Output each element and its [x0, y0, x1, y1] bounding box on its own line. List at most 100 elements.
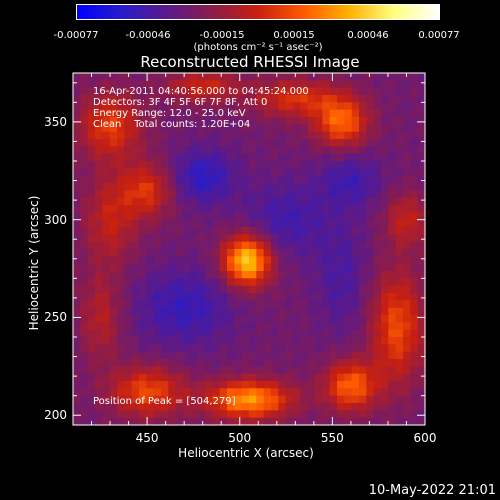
heatmap-cell	[344, 139, 353, 147]
heatmap-cell	[278, 329, 287, 338]
heatmap-cell	[219, 197, 228, 206]
heatmap-cell	[410, 381, 419, 389]
heatmap-cell	[300, 271, 309, 279]
heatmap-cell	[95, 175, 103, 184]
heatmap-cell	[131, 403, 140, 411]
heatmap-cell	[344, 183, 353, 191]
heatmap-cell	[234, 263, 243, 272]
heatmap-cell	[381, 293, 389, 301]
heatmap-cell	[293, 366, 301, 375]
heatmap-cell	[256, 271, 265, 279]
heatmap-cell	[366, 109, 375, 118]
heatmap-cell	[205, 131, 213, 140]
heatmap-cell	[168, 205, 177, 213]
heatmap-cell	[410, 102, 419, 111]
heatmap-cell	[373, 315, 382, 323]
heatmap-cell	[175, 73, 184, 81]
heatmap-cell	[80, 293, 89, 301]
heatmap-cell	[329, 410, 338, 419]
plot-frame	[72, 72, 426, 426]
heatmap-cell	[234, 205, 243, 213]
heatmap-cell	[219, 241, 228, 250]
heatmap-cell	[175, 87, 184, 96]
heatmap-cell	[300, 278, 309, 287]
heatmap-cell	[337, 366, 345, 375]
heatmap-cell	[249, 337, 257, 345]
heatmap-cell	[153, 417, 162, 426]
heatmap-cell	[205, 109, 213, 118]
heatmap-cell	[227, 322, 235, 331]
heatmap-cell	[73, 395, 81, 404]
heatmap-cell	[249, 373, 257, 382]
heatmap-cell	[256, 395, 265, 404]
heatmap-cell	[109, 241, 118, 250]
heatmap-cell	[351, 146, 360, 155]
heatmap-cell	[395, 95, 404, 103]
heatmap-cell	[146, 183, 155, 191]
heatmap-cell	[410, 197, 419, 206]
heatmap-cell	[307, 234, 316, 243]
heatmap-cell	[234, 146, 243, 155]
heatmap-cell	[73, 307, 81, 316]
heatmap-cell	[373, 73, 382, 81]
heatmap-cell	[190, 117, 199, 125]
heatmap-cell	[417, 403, 426, 411]
heatmap-cell	[205, 124, 213, 133]
heatmap-cell	[300, 395, 309, 404]
heatmap-cell	[359, 417, 367, 426]
heatmap-cell	[403, 146, 411, 155]
heatmap-cell	[410, 234, 419, 243]
heatmap-cell	[212, 168, 221, 177]
heatmap-cell	[153, 197, 162, 206]
heatmap-cell	[278, 102, 287, 111]
heatmap-cell	[109, 124, 118, 133]
heatmap-cell	[80, 109, 89, 118]
heatmap-cell	[241, 359, 250, 367]
heatmap-cell	[271, 381, 279, 389]
heatmap-cell	[285, 241, 294, 250]
heatmap-cell	[337, 227, 345, 235]
x-axis-label: Heliocentric X (arcsec)	[178, 446, 314, 460]
heatmap-cell	[175, 146, 184, 155]
heatmap-cell	[146, 146, 155, 155]
heatmap-cell	[197, 161, 206, 169]
heatmap-cell	[87, 263, 96, 272]
heatmap-cell	[227, 263, 235, 272]
heatmap-cell	[359, 102, 367, 111]
heatmap-cell	[263, 197, 272, 206]
heatmap-cell	[293, 227, 301, 235]
heatmap-cell	[293, 403, 301, 411]
heatmap-cell	[293, 300, 301, 309]
heatmap-cell	[95, 73, 103, 81]
heatmap-cell	[395, 219, 404, 228]
heatmap-cell	[241, 381, 250, 389]
heatmap-cell	[256, 109, 265, 118]
heatmap-cell	[219, 395, 228, 404]
heatmap-cell	[366, 322, 375, 331]
heatmap-cell	[344, 109, 353, 118]
heatmap-cell	[109, 322, 118, 331]
heatmap-cell	[293, 241, 301, 250]
heatmap-cell	[249, 190, 257, 199]
heatmap-cell	[381, 366, 389, 375]
heatmap-cell	[388, 109, 397, 118]
heatmap-cell	[95, 131, 103, 140]
heatmap-cell	[359, 109, 367, 118]
heatmap-cell	[80, 117, 89, 125]
heatmap-cell	[329, 263, 338, 272]
heatmap-cell	[271, 344, 279, 353]
heatmap-cell	[175, 153, 184, 162]
heatmap-cell	[395, 410, 404, 419]
heatmap-cell	[168, 344, 177, 353]
heatmap-cell	[322, 381, 331, 389]
heatmap-cell	[278, 271, 287, 279]
heatmap-cell	[212, 227, 221, 235]
heatmap-cell	[227, 417, 235, 426]
heatmap-cell	[388, 256, 397, 265]
heatmap-cell	[329, 278, 338, 287]
heatmap-cell	[263, 95, 272, 103]
heatmap-cell	[366, 315, 375, 323]
heatmap-cell	[175, 131, 184, 140]
heatmap-cell	[271, 219, 279, 228]
heatmap-cell	[197, 190, 206, 199]
